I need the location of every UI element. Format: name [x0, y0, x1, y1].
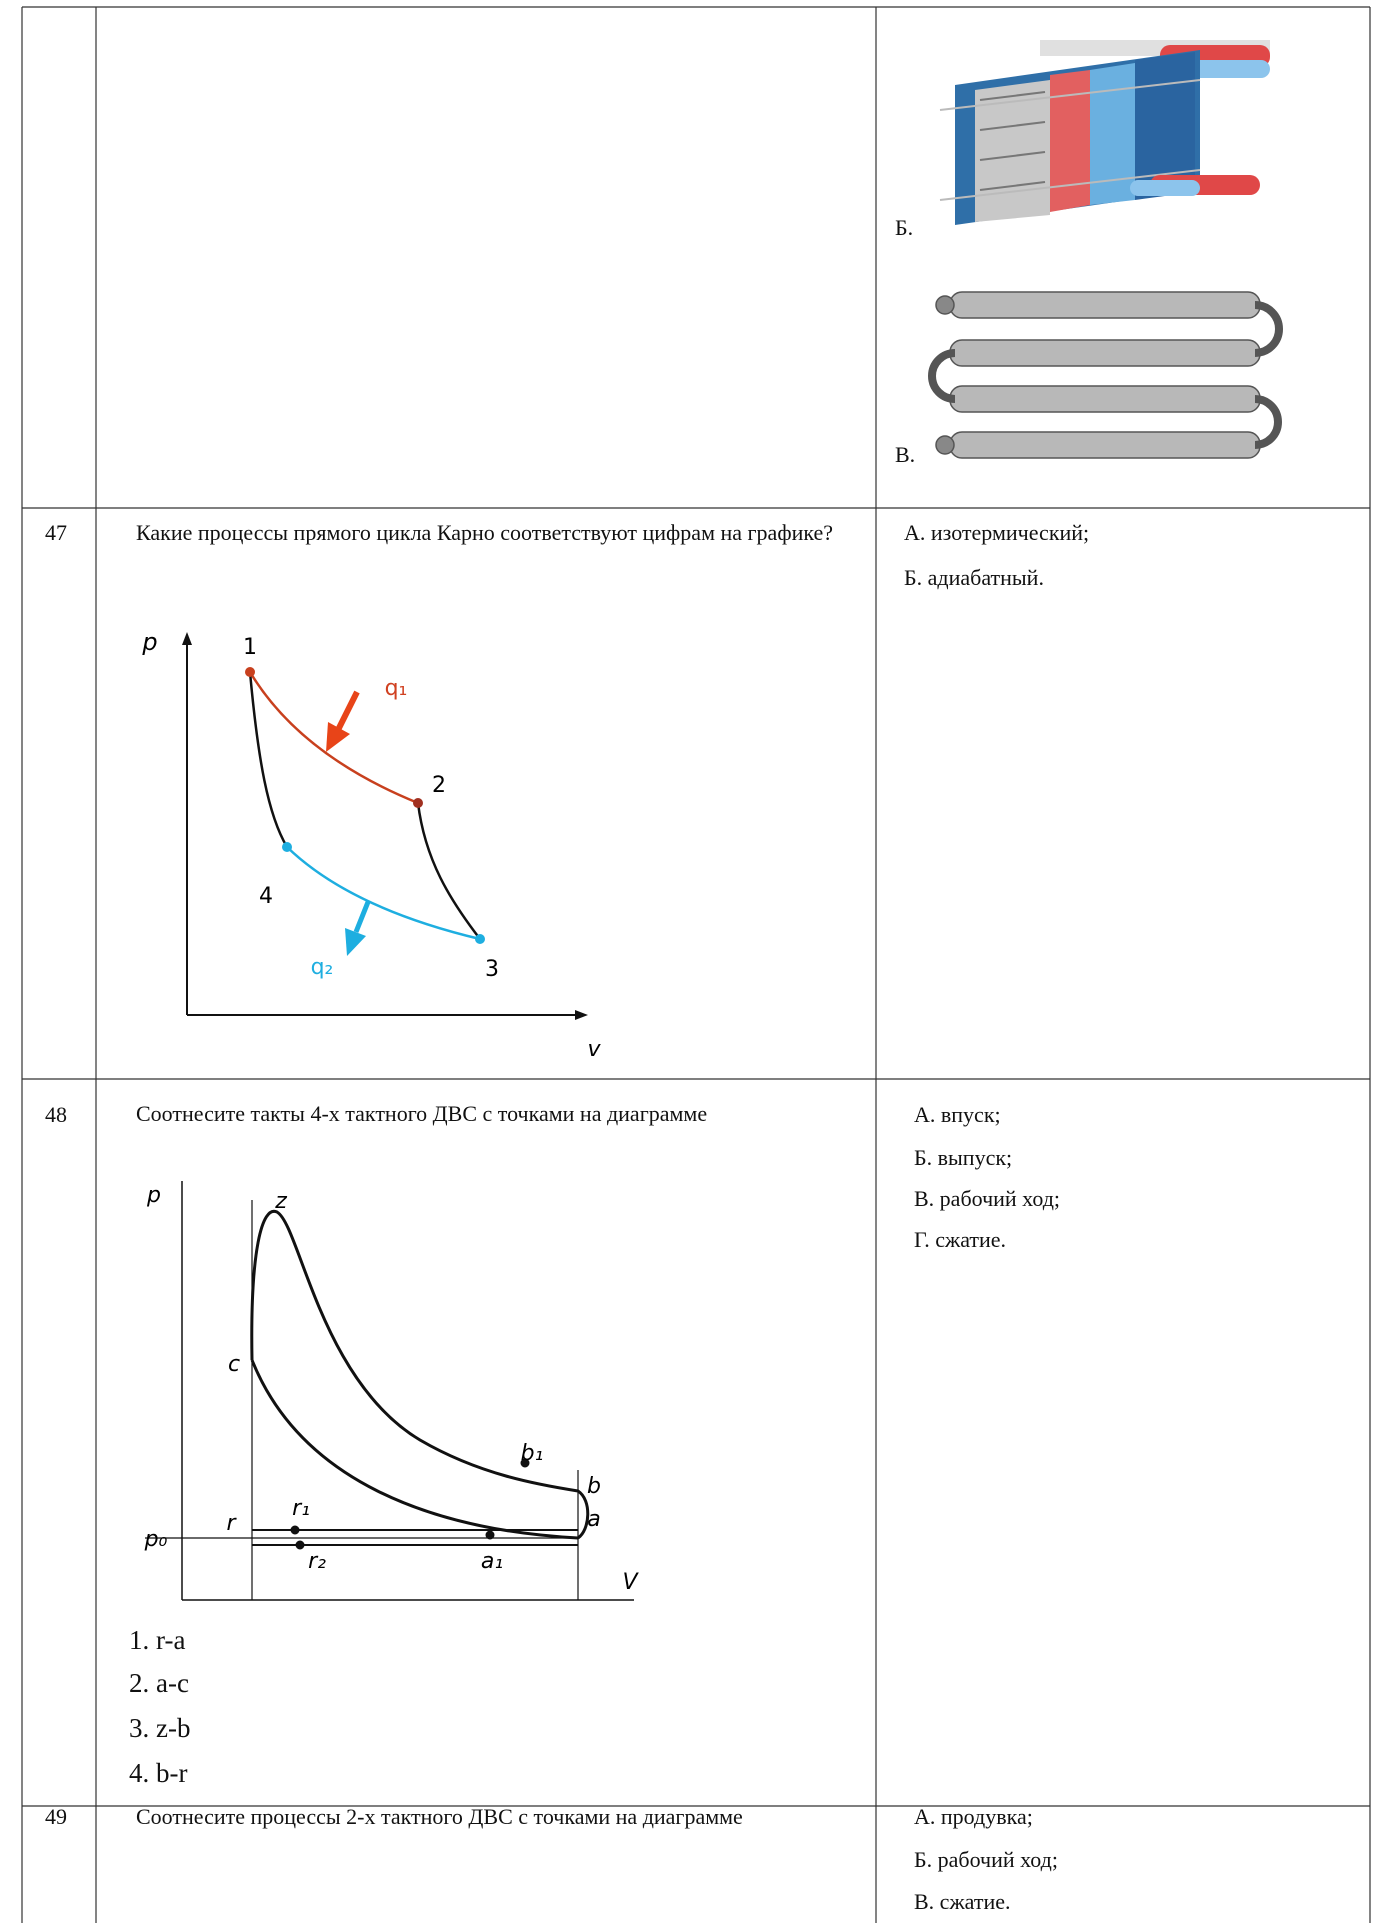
- diagram-label: r₂: [308, 1549, 326, 1574]
- diagram-label: q₂: [311, 955, 334, 980]
- option: 1. r-a: [129, 1625, 186, 1655]
- diagram-label: a₁: [481, 1549, 503, 1574]
- ice-labels: p z c b₁ b r r₁ p₀ r₂ a₁ a V: [144, 1183, 640, 1595]
- answer: В. сжатие.: [914, 1889, 1011, 1914]
- diagram-label: r₁: [292, 1496, 310, 1521]
- carnot-diagram: p 1 q₁ 2 4 q₂ 3 v: [141, 628, 601, 1062]
- row-number: 49: [45, 1804, 67, 1829]
- plate-heat-exchanger-image: [939, 40, 1270, 225]
- table-grid: [21, 6, 1371, 1923]
- answer: В.: [895, 442, 916, 467]
- ice-diagram: [145, 1181, 634, 1601]
- row-number: 47: [45, 520, 67, 545]
- diagram-label: 3: [485, 957, 499, 982]
- diagram-label: 1: [243, 635, 257, 660]
- answer: А. продувка;: [914, 1804, 1033, 1829]
- diagram-label: v: [587, 1037, 601, 1062]
- answer: Б. рабочий ход;: [914, 1847, 1058, 1872]
- question: Соотнесите такты 4-х тактного ДВС с точк…: [136, 1101, 708, 1126]
- question: Соотнесите процессы 2-х тактного ДВС с т…: [136, 1804, 743, 1829]
- option: 2. a-c: [129, 1668, 189, 1698]
- answer: Б.: [895, 215, 914, 240]
- diagram-label: r: [226, 1511, 237, 1536]
- diagram-label: 4: [259, 884, 273, 909]
- diagram-label: c: [228, 1352, 240, 1377]
- diagram-label: b₁: [521, 1441, 544, 1466]
- diagram-label: 2: [432, 773, 446, 798]
- diagram-label: p: [146, 1183, 161, 1208]
- answer: Г. сжатие.: [914, 1227, 1007, 1252]
- answer: А. впуск;: [914, 1102, 1001, 1127]
- answer: Б. выпуск;: [914, 1145, 1013, 1170]
- answer: А. изотермический;: [904, 520, 1090, 545]
- row-number: 48: [45, 1102, 67, 1127]
- question: Какие процессы прямого цикла Карно соотв…: [136, 520, 834, 545]
- diagram-label: z: [274, 1189, 287, 1214]
- diagram-label: p: [141, 628, 157, 656]
- diagram-label: p₀: [144, 1527, 168, 1552]
- option: 3. z-b: [129, 1713, 191, 1743]
- option: 4. b-r: [129, 1758, 188, 1788]
- answer: В. рабочий ход;: [914, 1186, 1061, 1211]
- diagram-label: V: [622, 1570, 639, 1595]
- diagram-label: q₁: [385, 676, 408, 701]
- diagram-label: b: [587, 1474, 601, 1499]
- tubular-heat-exchanger-image: [928, 291, 1283, 459]
- answer: Б. адиабатный.: [904, 565, 1044, 590]
- diagram-label: a: [587, 1507, 600, 1532]
